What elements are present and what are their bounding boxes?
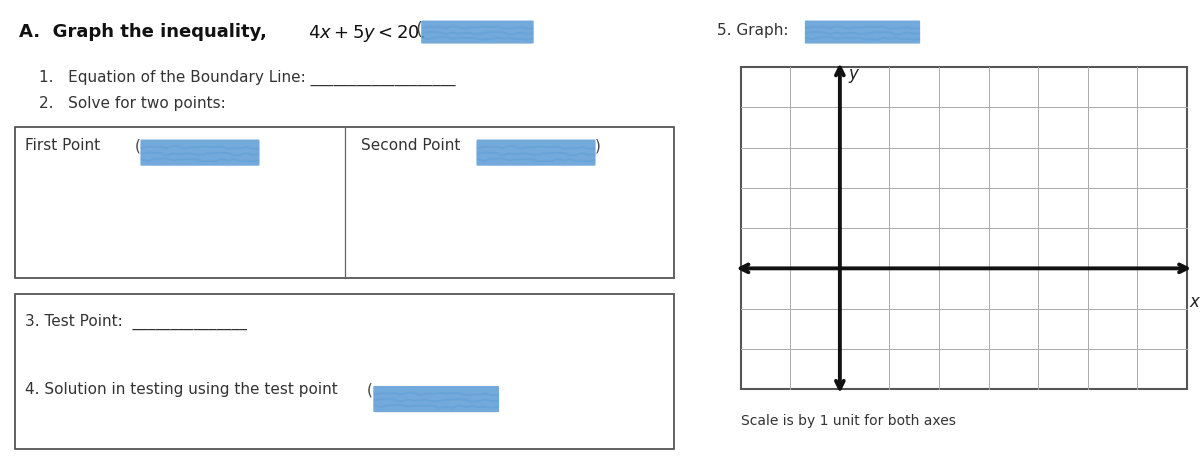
Text: (: ( <box>367 382 372 398</box>
Text: 5. Graph:: 5. Graph: <box>716 23 788 38</box>
Text: 1.   Equation of the Boundary Line: ___________________: 1. Equation of the Boundary Line: ______… <box>38 69 455 86</box>
Text: Scale is by 1 unit for both axes: Scale is by 1 unit for both axes <box>740 413 955 427</box>
FancyBboxPatch shape <box>140 140 259 166</box>
Text: y: y <box>848 65 858 83</box>
Text: (: ( <box>415 21 422 40</box>
Text: x: x <box>1189 293 1199 311</box>
FancyBboxPatch shape <box>421 20 534 44</box>
Text: A.  Graph the inequality,: A. Graph the inequality, <box>19 23 272 41</box>
FancyBboxPatch shape <box>373 386 499 412</box>
Text: First Point: First Point <box>25 138 101 153</box>
Text: 4. Solution in testing using the test point: 4. Solution in testing using the test po… <box>25 382 338 398</box>
Text: 2.   Solve for two points:: 2. Solve for two points: <box>38 96 226 111</box>
Text: $4x + 5y < 20.$: $4x + 5y < 20.$ <box>308 23 425 44</box>
Text: Second Point: Second Point <box>361 138 461 153</box>
FancyBboxPatch shape <box>476 140 595 166</box>
Text: 3. Test Point:  _______________: 3. Test Point: _______________ <box>25 313 247 330</box>
Text: ): ) <box>595 138 601 153</box>
Bar <box>740 67 1187 389</box>
FancyBboxPatch shape <box>805 20 920 44</box>
Text: (: ( <box>136 138 140 153</box>
Bar <box>16 293 674 449</box>
Bar <box>16 127 674 278</box>
